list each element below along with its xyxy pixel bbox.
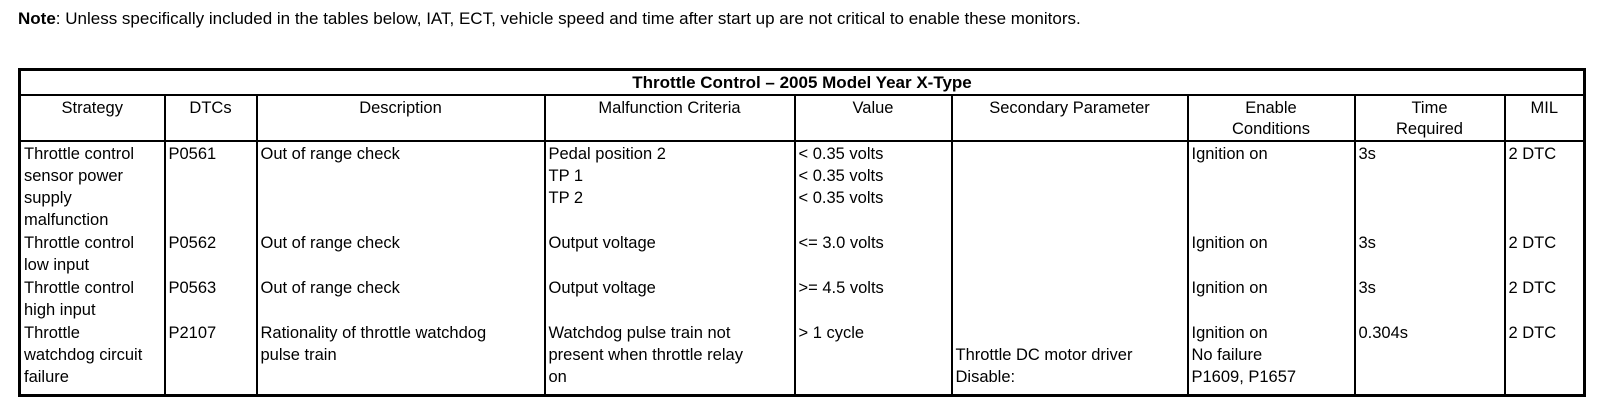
cell-value: <= 3.0 volts [793, 231, 953, 276]
cell-mil: 2 DTC [1503, 141, 1586, 231]
col-header-description: Description [255, 95, 546, 142]
cell-value: >= 4.5 volts [793, 276, 953, 321]
col-header-mil: MIL [1503, 95, 1586, 142]
cell-malfunction-criteria: Pedal position 2 TP 1 TP 2 [543, 141, 796, 231]
cell-time-required: 3s [1353, 141, 1506, 231]
cell-strategy: Throttle control high input [18, 276, 166, 321]
cell-malfunction-criteria: Output voltage [543, 231, 796, 276]
cell-malfunction-criteria: Output voltage [543, 276, 796, 321]
cell-enable-conditions: Ignition on [1186, 141, 1356, 231]
note-label: Note [18, 9, 56, 28]
cell-description: Out of range check [255, 231, 546, 276]
cell-value: < 0.35 volts < 0.35 volts < 0.35 volts [793, 141, 953, 231]
table-header-row: Strategy DTCs Description Malfunction Cr… [18, 95, 1586, 142]
cell-secondary-parameter [950, 141, 1189, 231]
note: Note: Unless specifically included in th… [18, 8, 1578, 30]
note-text: : Unless specifically included in the ta… [55, 9, 1081, 28]
cell-mil: 2 DTC [1503, 276, 1586, 321]
cell-strategy: Throttle control sensor power supply mal… [18, 141, 166, 231]
cell-secondary-parameter [950, 276, 1189, 321]
cell-dtcs: P2107 [163, 321, 258, 395]
cell-secondary-parameter: Throttle DC motor driver Disable: [950, 321, 1189, 395]
cell-dtcs: P0561 [163, 141, 258, 231]
table-row-p2107: Throttle watchdog circuit failure P2107 … [18, 321, 1586, 395]
col-header-enable-conditions: Enable Conditions [1186, 95, 1356, 142]
cell-malfunction-criteria: Watchdog pulse train not present when th… [543, 321, 796, 395]
col-header-secondary-parameter: Secondary Parameter [950, 95, 1189, 142]
table-title: Throttle Control – 2005 Model Year X-Typ… [18, 69, 1586, 96]
col-header-malfunction-criteria: Malfunction Criteria [543, 95, 796, 142]
cell-enable-conditions: Ignition on [1186, 231, 1356, 276]
col-header-value: Value [793, 95, 953, 142]
cell-enable-conditions: Ignition on [1186, 276, 1356, 321]
table-row-p0563: Throttle control high input P0563 Out of… [18, 276, 1586, 321]
cell-enable-conditions: Ignition on No failure P1609, P1657 [1186, 321, 1356, 395]
cell-time-required: 0.304s [1353, 321, 1506, 395]
cell-time-required: 3s [1353, 276, 1506, 321]
col-header-dtcs: DTCs [163, 95, 258, 142]
cell-description: Out of range check [255, 141, 546, 231]
cell-description: Out of range check [255, 276, 546, 321]
throttle-control-table: Throttle Control – 2005 Model Year X-Typ… [18, 68, 1587, 397]
table-row-p0561: Throttle control sensor power supply mal… [18, 141, 1586, 231]
col-header-time-required: Time Required [1353, 95, 1506, 142]
cell-secondary-parameter [950, 231, 1189, 276]
table-row-p0562: Throttle control low input P0562 Out of … [18, 231, 1586, 276]
cell-strategy: Throttle watchdog circuit failure [18, 321, 166, 395]
cell-mil: 2 DTC [1503, 321, 1586, 395]
cell-dtcs: P0562 [163, 231, 258, 276]
cell-time-required: 3s [1353, 231, 1506, 276]
cell-dtcs: P0563 [163, 276, 258, 321]
cell-description: Rationality of throttle watchdog pulse t… [255, 321, 546, 395]
cell-mil: 2 DTC [1503, 231, 1586, 276]
col-header-strategy: Strategy [18, 95, 166, 142]
table-title-row: Throttle Control – 2005 Model Year X-Typ… [18, 69, 1586, 96]
cell-value: > 1 cycle [793, 321, 953, 395]
cell-strategy: Throttle control low input [18, 231, 166, 276]
